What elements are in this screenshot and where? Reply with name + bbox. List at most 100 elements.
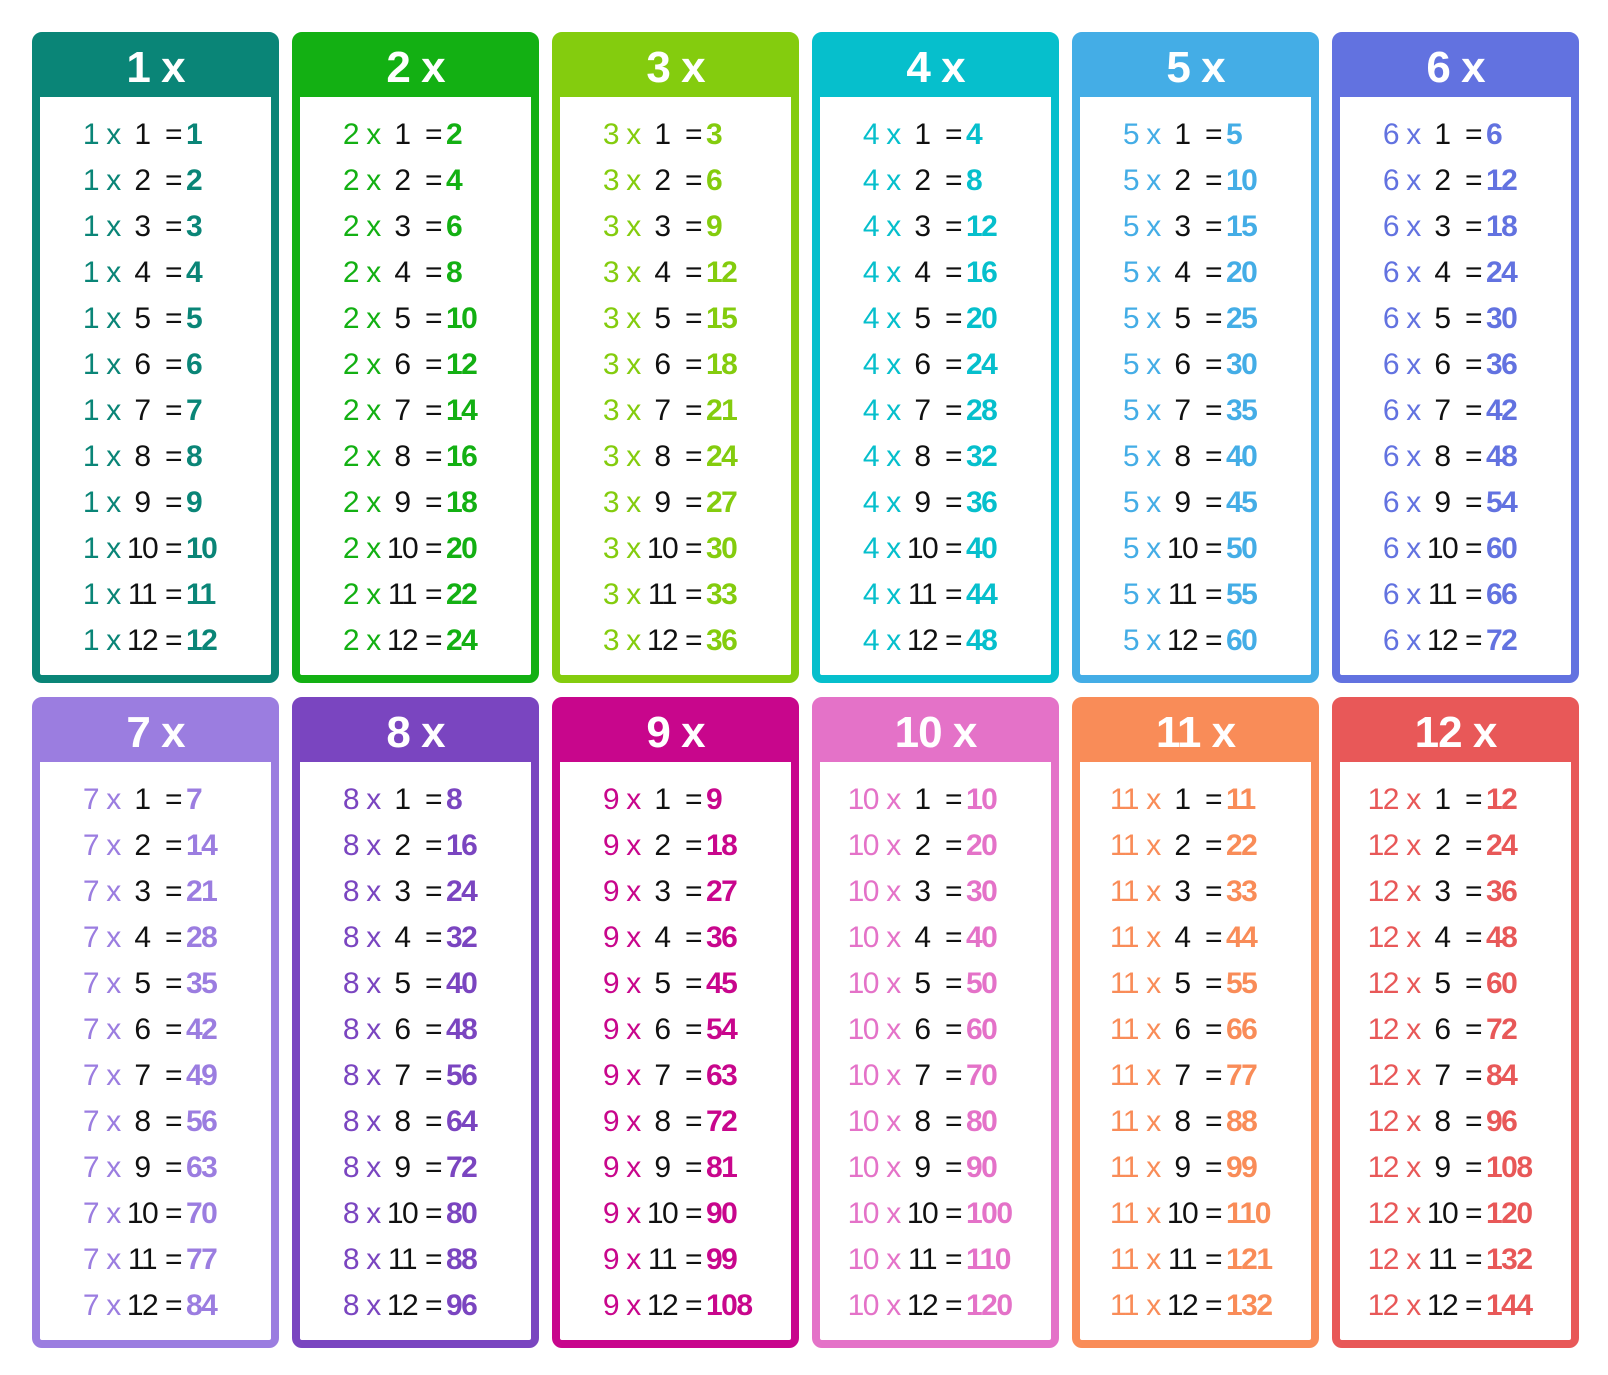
factor: 2 [342,624,360,657]
equation-row: 1 x 7 = 7 [40,388,271,434]
equals-sign: = [1464,1243,1483,1276]
equation-row: 6 x 4 = 24 [1340,250,1571,296]
product: 50 [966,967,998,1000]
factor: 11 [1109,1059,1140,1092]
equation-row: 2 x 8 = 16 [300,434,531,480]
times-sign: x [366,1289,381,1322]
multiplier: 7 [914,1059,931,1092]
equals-sign: = [1204,118,1223,151]
equation-row: 8 x 2 = 16 [300,823,531,869]
multiplier: 9 [394,486,411,519]
equals-sign: = [1464,348,1483,381]
equals-sign: = [1204,440,1223,473]
equation-row: 4 x 7 = 28 [820,388,1051,434]
product: 10 [186,532,218,565]
product: 56 [186,1105,218,1138]
factor: 7 [82,875,100,908]
equals-sign: = [944,532,963,565]
equation-row: 7 x 7 = 49 [40,1053,271,1099]
factor: 7 [82,1105,100,1138]
times-sign: x [886,829,901,862]
equals-sign: = [1464,624,1483,657]
product: 72 [1486,624,1518,657]
product: 30 [966,875,998,908]
factor: 12 [1367,1013,1400,1046]
product: 2 [186,164,203,197]
times-sign: x [1146,1197,1161,1230]
multiplier: 8 [914,440,931,473]
product: 96 [446,1289,478,1322]
times-sign: x [106,1059,121,1092]
factor: 12 [1367,1151,1400,1184]
equals-sign: = [424,1059,443,1092]
factor: 9 [602,783,620,816]
multiplier: 2 [1174,829,1191,862]
times-sign: x [366,578,381,611]
factor: 11 [1109,1289,1140,1322]
equals-sign: = [684,578,703,611]
product: 25 [1226,302,1258,335]
equation-row: 8 x 12 = 96 [300,1283,531,1329]
times-sign: x [886,1151,901,1184]
times-table-card-9: 9 x 9 x 1 = 9 9 x 2 = 18 9 x 3 = 27 9 x 4 = 36 9 x 5 = 45 9 x 6 = 54 9 x… [552,697,799,1348]
product: 42 [186,1013,218,1046]
multiplier: 1 [1434,783,1451,816]
equation-row: 1 x 1 = 1 [40,112,271,158]
multiplier: 10 [1166,532,1199,565]
product: 14 [446,394,478,427]
product: 40 [966,532,998,565]
product: 50 [1226,532,1258,565]
times-sign: x [626,486,641,519]
multiplier: 4 [914,256,931,289]
equals-sign: = [164,302,183,335]
multiplier: 10 [906,1197,939,1230]
times-table-card-11: 11 x 11 x 1 = 11 11 x 2 = 22 11 x 3 = 33 11 x 4 = 44 11 x 5 = 55 1… [1072,697,1319,1348]
equals-sign: = [944,624,963,657]
factor: 4 [862,440,880,473]
factor: 10 [847,1289,880,1322]
factor: 12 [1367,1105,1400,1138]
equals-sign: = [1464,532,1483,565]
times-sign: x [626,1197,641,1230]
times-sign: x [366,1013,381,1046]
equation-row: 1 x 5 = 5 [40,296,271,342]
factor: 4 [862,532,880,565]
equation-row: 6 x 3 = 18 [1340,204,1571,250]
product: 99 [1226,1151,1258,1184]
equation-row: 12 x 9 = 108 [1340,1145,1571,1191]
product: 40 [966,921,998,954]
product: 56 [446,1059,478,1092]
times-sign: x [1406,1013,1421,1046]
times-sign: x [626,302,641,335]
equals-sign: = [1204,1059,1223,1092]
product: 49 [186,1059,218,1092]
equation-row: 7 x 6 = 42 [40,1007,271,1053]
equals-sign: = [1464,1059,1483,1092]
multiplier: 12 [906,1289,939,1322]
equals-sign: = [1204,1243,1223,1276]
equals-sign: = [1464,875,1483,908]
multiplier: 7 [134,1059,151,1092]
equation-row: 10 x 2 = 20 [820,823,1051,869]
equals-sign: = [164,783,183,816]
multiplier: 9 [394,1151,411,1184]
times-sign: x [1146,1151,1161,1184]
times-sign: x [1406,624,1421,657]
equation-row: 9 x 6 = 54 [560,1007,791,1053]
factor: 5 [1122,256,1140,289]
factor: 2 [342,394,360,427]
equals-sign: = [944,486,963,519]
product: 12 [186,624,218,657]
equals-sign: = [424,875,443,908]
factor: 9 [602,921,620,954]
product: 8 [446,783,463,816]
factor: 1 [82,118,100,151]
factor: 5 [1122,302,1140,335]
product: 20 [966,302,998,335]
times-sign: x [1146,967,1161,1000]
equals-sign: = [1204,164,1223,197]
multiplier: 8 [1434,440,1451,473]
times-sign: x [1406,783,1421,816]
factor: 10 [847,1243,880,1276]
equation-row: 5 x 6 = 30 [1080,342,1311,388]
